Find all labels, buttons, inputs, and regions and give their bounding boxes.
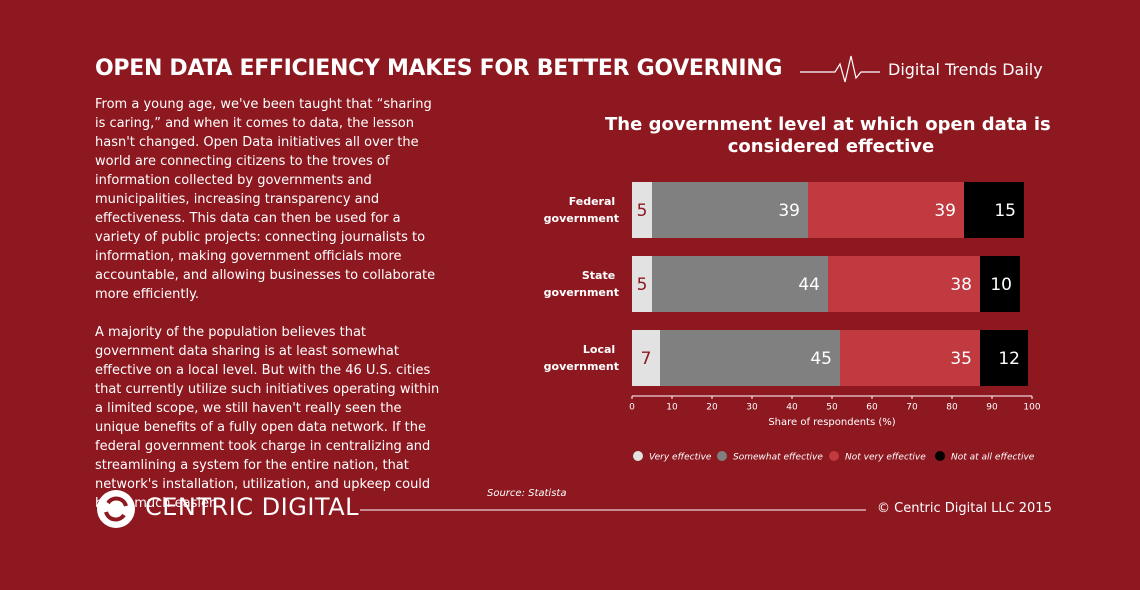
- x-tick-label: 40: [786, 403, 798, 413]
- bar-segment: [828, 256, 980, 312]
- value-label: 38: [950, 275, 972, 295]
- x-tick-label: 80: [946, 403, 958, 413]
- bar-segment: [964, 182, 1024, 238]
- category-label: State government: [544, 269, 619, 299]
- page-title: OPEN DATA EFFICIENCY MAKES FOR BETTER GO…: [95, 56, 783, 81]
- x-tick-label: 100: [1023, 403, 1040, 413]
- bar-segment: [632, 182, 652, 238]
- paragraph: From a young age, we've been taught that…: [95, 97, 436, 302]
- x-tick-label: 0: [629, 403, 635, 413]
- bar-segment: [632, 330, 660, 386]
- bar-segment: [980, 330, 1028, 386]
- bar-segment: [840, 330, 980, 386]
- bar-segment: [632, 256, 652, 312]
- x-axis-label: Share of respondents (%): [768, 417, 895, 428]
- x-tick-label: 20: [706, 403, 718, 413]
- legend-label: Not at all effective: [951, 453, 1035, 463]
- bar-segment: [808, 182, 964, 238]
- value-label: 7: [641, 349, 652, 369]
- value-label: 45: [810, 349, 832, 369]
- x-tick-label: 70: [906, 403, 918, 413]
- source: Source: Statista: [487, 488, 566, 499]
- bar-segment: [652, 182, 808, 238]
- value-label: 10: [990, 275, 1012, 295]
- legend-marker: [633, 451, 643, 461]
- bar-segment: [980, 256, 1020, 312]
- value-label: 44: [798, 275, 820, 295]
- paragraph: A majority of the population believes th…: [95, 325, 440, 511]
- copyright: © Centric Digital LLC 2015: [877, 501, 1052, 516]
- logo-icon: [97, 490, 135, 528]
- value-label: 39: [934, 201, 956, 221]
- value-label: 39: [778, 201, 800, 221]
- category-label: Federal government: [544, 195, 619, 225]
- legend-marker: [717, 451, 727, 461]
- legend-label: Not very effective: [845, 453, 926, 463]
- article: From a young age, we've been taught that…: [95, 95, 445, 532]
- logo-text: CENTRIC DIGITAL: [145, 493, 359, 521]
- value-label: 15: [994, 201, 1016, 221]
- brand: Digital Trends Daily: [888, 60, 1043, 79]
- x-tick-label: 10: [666, 403, 678, 413]
- x-tick-label: 60: [866, 403, 878, 413]
- bar-segment: [652, 256, 828, 312]
- legend-label: Very effective: [649, 453, 712, 463]
- value-label: 35: [950, 349, 972, 369]
- chart-title: The government level at which open data …: [605, 114, 1057, 157]
- legend-marker: [935, 451, 945, 461]
- x-tick-label: 30: [746, 403, 758, 413]
- value-label: 12: [998, 349, 1020, 369]
- category-label: Local government: [544, 343, 619, 373]
- value-label: 5: [637, 275, 648, 295]
- bar-segment: [660, 330, 840, 386]
- x-tick-label: 50: [826, 403, 838, 413]
- legend-marker: [829, 451, 839, 461]
- x-tick-label: 90: [986, 403, 998, 413]
- heartbeat-icon: [800, 55, 880, 83]
- value-label: 5: [637, 201, 648, 221]
- legend-label: Somewhat effective: [733, 453, 823, 463]
